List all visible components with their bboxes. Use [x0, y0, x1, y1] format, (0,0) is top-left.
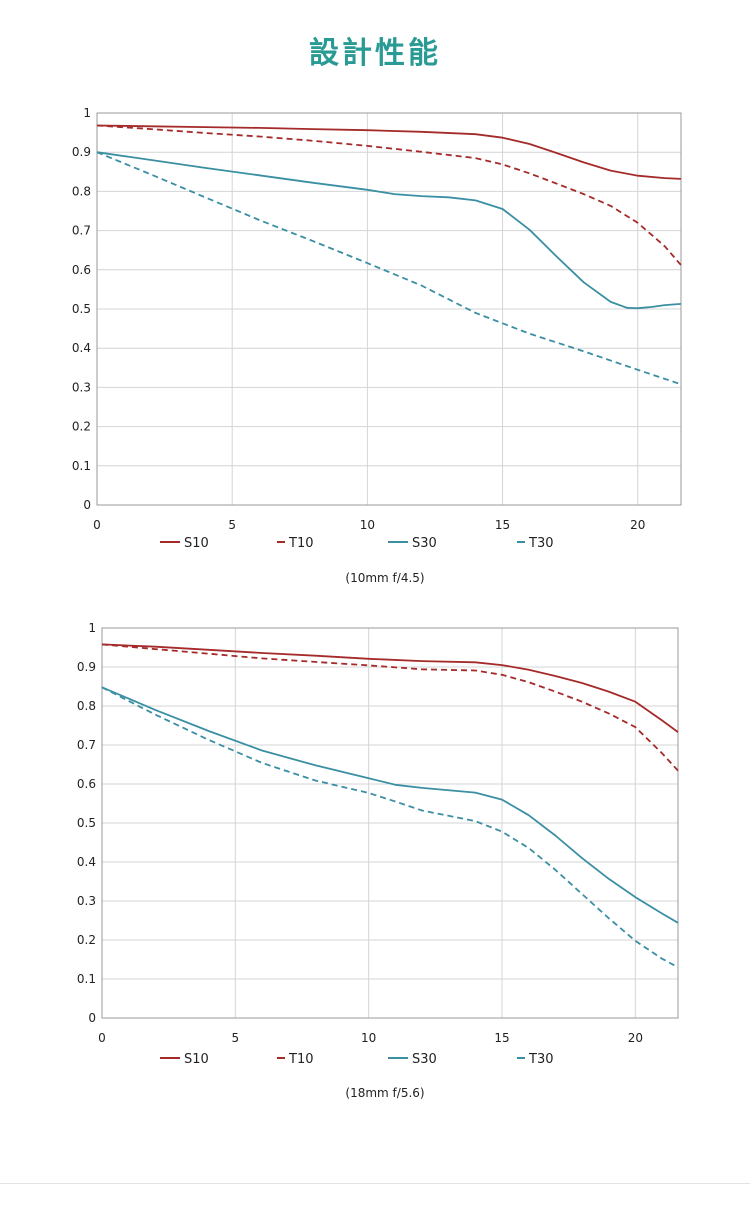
bottom-divider	[0, 1183, 750, 1184]
chart1-xtick-label: 20	[630, 518, 645, 532]
chart1-ytick-label: 1	[83, 106, 91, 120]
chart2-legend-label-s10: S10	[184, 1052, 209, 1067]
chart1-ytick-label: 0.7	[72, 224, 91, 238]
chart2-series-t10	[101, 643, 679, 772]
chart1-ytick-label: 0.6	[72, 263, 91, 277]
chart2-legend-label-t30: T30	[528, 1052, 553, 1067]
chart1-series-s10	[96, 124, 682, 180]
chart2-ytick-label: 1	[88, 621, 96, 635]
chart2-ytick-label: 0.8	[77, 699, 96, 713]
chart2-ytick-label: 0.6	[77, 777, 96, 791]
chart1-xtick-label: 0	[93, 518, 101, 532]
chart2-legend-label-s30: S30	[412, 1052, 437, 1067]
chart2-xtick-label: 10	[361, 1031, 376, 1045]
chart1-ytick-label: 0.5	[72, 302, 91, 316]
chart1-xtick-label: 10	[360, 518, 375, 532]
chart2-plot-frame	[101, 627, 679, 1019]
chart1-ytick-label: 0.8	[72, 184, 91, 198]
chart1-ytick-label: 0.1	[72, 459, 91, 473]
page-title: 設計性能	[309, 36, 441, 71]
chart1-series-t10	[96, 124, 682, 266]
mtf-chart-18mm-svg: 00.10.20.30.40.50.60.70.80.910 5 10 15 20S10…	[77, 621, 679, 1100]
chart2-ytick-label: 0.3	[77, 894, 96, 908]
mtf-chart-18mm: 0 0.1 0.2 0.3 0.4 0.5 0.6 0.7 0.8 0.9 1 0 5 10 15 20 S10…	[0, 615, 750, 1110]
chart2-legend-label-t10: T10	[288, 1052, 313, 1067]
chart2-xtick-label: 0	[98, 1031, 106, 1045]
chart1-caption: (10mm f/4.5)	[345, 571, 424, 585]
chart1-xtick-label: 5	[228, 518, 236, 532]
chart1-ytick-label: 0.3	[72, 380, 91, 394]
chart2-ytick-label: 0.4	[77, 855, 96, 869]
chart2-ytick-label: 0.2	[77, 933, 96, 947]
chart1-ytick-label: 0	[83, 498, 91, 512]
chart2-series-s30	[101, 686, 679, 924]
chart1-legend-label-t30: T30	[528, 536, 553, 551]
chart2-xtick-label: 20	[628, 1031, 643, 1045]
chart2-ytick-label: 0.1	[77, 972, 96, 986]
chart1-series-t30	[96, 151, 682, 386]
chart1-xtick-label: 15	[495, 518, 510, 532]
chart1-legend-label-t10: T10	[288, 536, 313, 551]
chart1-ytick-label: 0.4	[72, 341, 91, 355]
chart1-ytick-label: 0.2	[72, 420, 91, 434]
chart2-series-t30	[101, 686, 679, 969]
chart2-ytick-label: 0.9	[77, 660, 96, 674]
chart2-caption: (18mm f/5.6)	[345, 1086, 424, 1100]
chart2-ytick-label: 0	[88, 1011, 96, 1025]
chart1-ytick-label: 0.9	[72, 145, 91, 159]
chart1-plot-frame	[96, 112, 682, 506]
chart1-legend-label-s10: S10	[184, 536, 209, 551]
chart1-series-s30	[96, 151, 682, 310]
chart1-legend-label-s30: S30	[412, 536, 437, 551]
mtf-chart-10mm-svg: 00.10.20.30.40.50.60.70.80.910 5 10 15 20S10…	[72, 106, 682, 585]
chart2-ytick-label: 0.7	[77, 738, 96, 752]
chart2-ytick-label: 0.5	[77, 816, 96, 830]
chart2-series-s10	[101, 643, 679, 733]
mtf-chart-10mm: 0 0.1 0.2 0.3 0.4 0.5 0.6 0.7 0.8 0.9 1 0 5 10 15 20 S10…	[0, 100, 750, 600]
chart2-xtick-label: 5	[232, 1031, 240, 1045]
chart2-xtick-label: 15	[494, 1031, 509, 1045]
